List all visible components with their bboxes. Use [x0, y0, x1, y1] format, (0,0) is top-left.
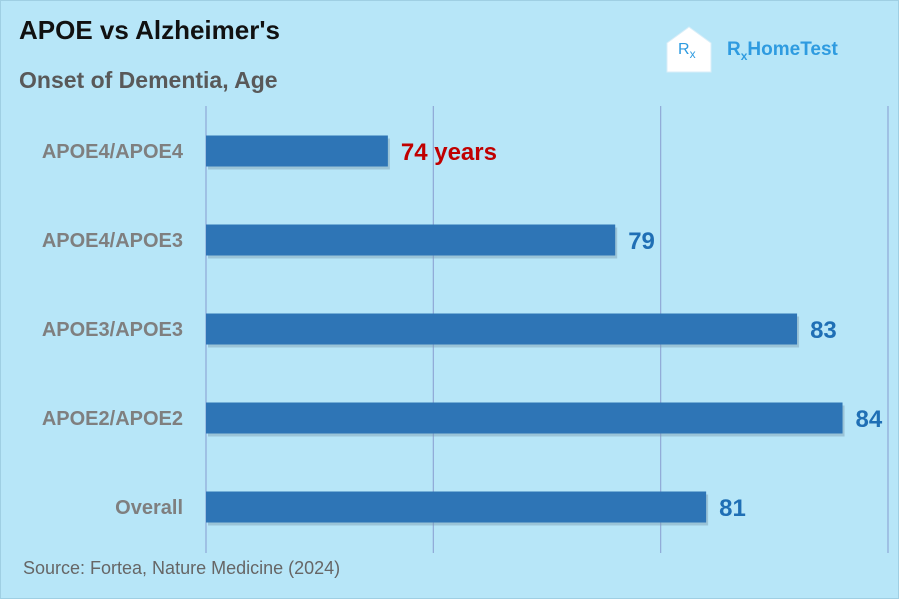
- house-icon: [666, 26, 712, 73]
- category-label: APOE4/APOE4: [42, 141, 184, 163]
- category-label: Overall: [115, 497, 183, 519]
- logo-box-text: Rx: [678, 41, 696, 62]
- data-label: 81: [719, 495, 746, 522]
- bar: [206, 224, 616, 256]
- chart-title: APOE vs Alzheimer's: [19, 15, 280, 45]
- bar: [206, 491, 707, 523]
- category-label: APOE4/APOE3: [42, 230, 183, 252]
- data-label: 79: [628, 228, 655, 255]
- category-label: APOE2/APOE2: [42, 408, 183, 430]
- data-label: 74 years: [401, 139, 497, 166]
- chart-subtitle: Onset of Dementia, Age: [19, 67, 278, 93]
- data-label: 84: [856, 406, 883, 433]
- bar: [206, 402, 843, 434]
- bar: [206, 313, 798, 345]
- bar: [206, 135, 388, 167]
- data-label: 83: [810, 317, 837, 344]
- category-label: APOE3/APOE3: [42, 319, 183, 341]
- source-note: Source: Fortea, Nature Medicine (2024): [23, 558, 341, 578]
- logo-wordmark: RxHomeTest: [727, 39, 838, 63]
